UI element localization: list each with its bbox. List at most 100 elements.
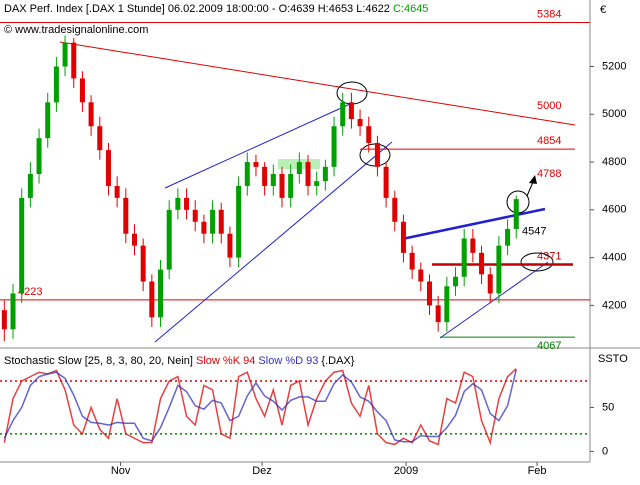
candle-body xyxy=(210,209,216,234)
header-title: DAX Perf. Index [.DAX 1 Stunde] 06.02.20… xyxy=(4,3,428,15)
candle-body xyxy=(19,197,25,294)
candle-body xyxy=(88,102,94,127)
candle-body xyxy=(158,269,164,318)
arrow xyxy=(526,181,534,197)
candle-body xyxy=(62,42,68,67)
y-tick-label: 0 xyxy=(602,445,608,457)
legend-value: 94 xyxy=(243,355,255,367)
candle-body xyxy=(392,197,398,222)
candle-body xyxy=(331,126,337,167)
level-label: 5000 xyxy=(537,100,561,112)
x-tick-label: Nov xyxy=(111,465,131,477)
candle-body xyxy=(53,66,59,103)
candle-body xyxy=(426,281,432,306)
candle-body xyxy=(409,252,415,270)
candle-body xyxy=(279,174,285,198)
y-tick-label: 4800 xyxy=(602,156,626,168)
candle-body xyxy=(262,166,268,186)
candle-body xyxy=(453,276,459,287)
candle-body xyxy=(45,102,51,139)
candle-body xyxy=(513,199,519,229)
legend-name: Slow %K xyxy=(196,355,241,367)
trend-line xyxy=(154,141,393,343)
candle-body xyxy=(166,209,172,270)
arrow-head xyxy=(529,175,537,184)
candle-body xyxy=(322,166,328,182)
candle-body xyxy=(10,293,16,330)
level-label: 4547 xyxy=(522,225,546,237)
marker-ellipse xyxy=(520,252,554,272)
candle-body xyxy=(288,174,294,198)
level-label: 4371 xyxy=(537,250,561,262)
candle-body xyxy=(296,162,302,174)
candle-body xyxy=(131,233,137,246)
legend-k: Slow %K 94 xyxy=(196,355,255,367)
header-text: DAX Perf. Index [.DAX 1 Stunde] 06.02.20… xyxy=(4,3,390,15)
candle-body xyxy=(218,209,224,234)
candle-body xyxy=(175,197,181,210)
candle-body xyxy=(383,166,389,198)
candle-body xyxy=(505,228,511,246)
candle-body xyxy=(340,102,346,127)
candle-body xyxy=(97,126,103,151)
candle-body xyxy=(201,221,207,234)
candle-body xyxy=(366,126,372,143)
candle-body xyxy=(270,174,276,186)
series-line xyxy=(3,368,517,446)
y-tick-label: 5200 xyxy=(602,60,626,72)
stoch-source: {.DAX} xyxy=(321,355,354,367)
candle-body xyxy=(184,197,190,210)
trend-line xyxy=(59,41,576,126)
candle-body xyxy=(357,119,363,127)
series-line xyxy=(3,369,517,443)
candle-body xyxy=(374,142,380,167)
y-tick-label: 5000 xyxy=(602,108,626,120)
candle-body xyxy=(305,162,311,186)
x-tick-label: Feb xyxy=(528,465,547,477)
trend-line xyxy=(164,103,351,189)
legend-value: 93 xyxy=(306,355,318,367)
x-tick-label: Dez xyxy=(252,465,272,477)
y-tick-label: 4200 xyxy=(602,299,626,311)
candle-body xyxy=(236,185,242,258)
candle-body xyxy=(36,138,42,174)
level-label: 4854 xyxy=(537,135,561,147)
candle-body xyxy=(114,185,120,198)
stoch-legend: Stochastic Slow [25, 8, 3, 80, 20, Nein]… xyxy=(4,355,355,367)
y-tick-label: 50 xyxy=(602,401,614,413)
level-label: 4788 xyxy=(537,168,561,180)
candle-body xyxy=(435,305,441,323)
candle-body xyxy=(461,238,467,277)
trend-line xyxy=(401,207,546,241)
candle-body xyxy=(149,281,155,318)
candle-body xyxy=(314,181,320,186)
candle-body xyxy=(244,162,250,186)
level-label: 4067 xyxy=(537,340,561,352)
y-tick-label: 4400 xyxy=(602,252,626,264)
y-tick-label: 4600 xyxy=(602,204,626,216)
candle-body xyxy=(253,162,259,167)
candle-body xyxy=(487,274,493,294)
trend-lines xyxy=(59,41,576,343)
copyright: © www.tradesignalonline.com xyxy=(4,24,148,36)
candle-body xyxy=(1,310,7,330)
candle-body xyxy=(105,150,111,186)
header-close: C:4645 xyxy=(393,3,428,15)
candle-body xyxy=(400,221,406,253)
stoch-title: Stochastic Slow [25, 8, 3, 80, 20, Nein] xyxy=(4,355,193,367)
legend-name: Slow %D xyxy=(258,355,303,367)
x-tick-label: 2009 xyxy=(394,465,418,477)
candle-body xyxy=(27,174,33,198)
level-label: 5384 xyxy=(537,8,561,20)
candle-body xyxy=(71,42,77,79)
candle-body xyxy=(470,238,476,253)
candle-body xyxy=(444,286,450,323)
axis-label: SSTO xyxy=(598,353,628,365)
candle-body xyxy=(140,245,146,282)
candle-body xyxy=(496,245,502,294)
candle-body xyxy=(192,209,198,222)
candle-body xyxy=(227,233,233,258)
currency: € xyxy=(600,4,606,16)
